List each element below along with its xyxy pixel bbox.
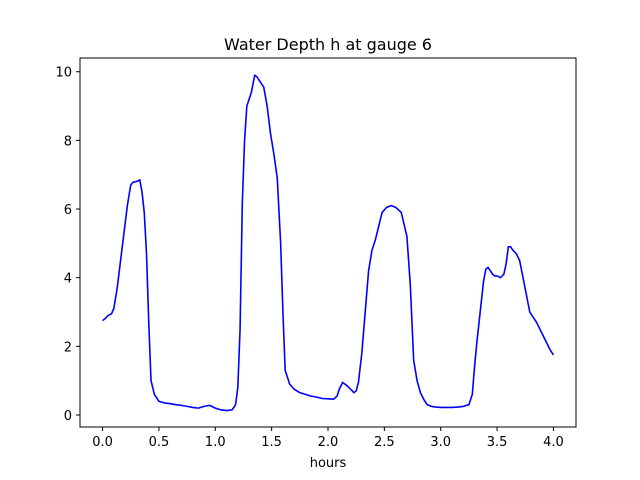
chart-title: Water Depth h at gauge 6 bbox=[224, 35, 432, 54]
x-tick-label: 3.0 bbox=[430, 435, 451, 450]
x-tick-label: 0.0 bbox=[92, 435, 113, 450]
y-tick-label: 6 bbox=[64, 203, 72, 218]
x-axis-label: hours bbox=[310, 456, 347, 471]
x-tick-label: 3.5 bbox=[487, 435, 508, 450]
x-tick-label: 2.0 bbox=[318, 435, 339, 450]
series-line bbox=[102, 74, 555, 412]
x-tick-label: 0.5 bbox=[149, 435, 170, 450]
y-tick-label: 2 bbox=[64, 340, 72, 355]
y-tick-label: 4 bbox=[64, 272, 72, 287]
y-tick-label: 8 bbox=[64, 134, 72, 149]
x-axis: 0.0 0.5 1.0 1.5 2.0 2.5 3.0 3.5 4.0 bbox=[92, 427, 564, 450]
y-tick-label: 0 bbox=[64, 409, 72, 424]
x-tick-label: 1.0 bbox=[205, 435, 226, 450]
y-axis: 0 2 4 6 8 10 bbox=[55, 66, 80, 424]
x-tick-label: 4.0 bbox=[543, 435, 564, 450]
y-tick-label: 10 bbox=[55, 66, 72, 81]
x-tick-label: 1.5 bbox=[261, 435, 282, 450]
x-tick-label: 2.5 bbox=[374, 435, 395, 450]
